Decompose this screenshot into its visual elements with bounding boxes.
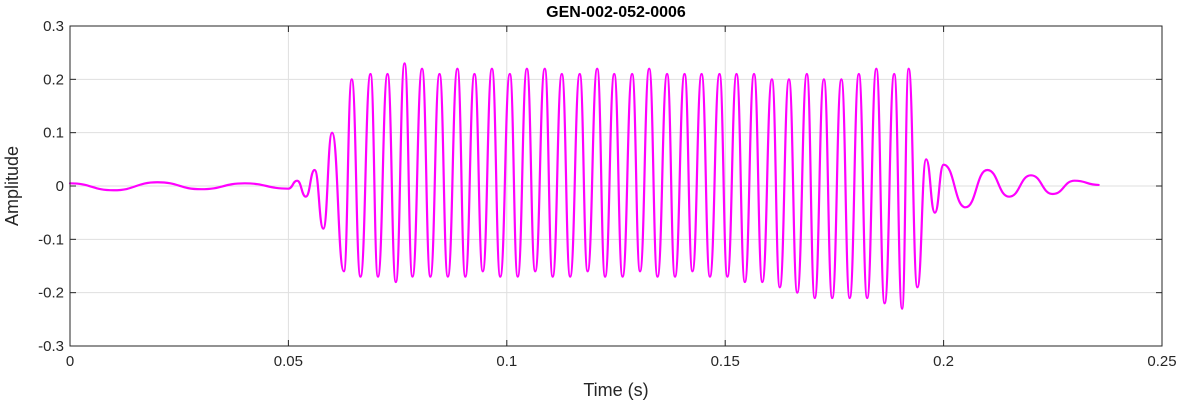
y-tick-label: 0.1 bbox=[43, 125, 64, 142]
x-tick-label: 0.25 bbox=[1147, 353, 1176, 370]
x-tick-label: 0.1 bbox=[496, 353, 517, 370]
series-layer bbox=[68, 62, 1100, 310]
y-tick-label: -0.3 bbox=[38, 338, 64, 355]
y-axis-label: Amplitude bbox=[2, 146, 22, 226]
x-tick-label: 0.15 bbox=[711, 353, 740, 370]
x-tick-label: 0.05 bbox=[274, 353, 303, 370]
waveform-series-line bbox=[68, 62, 1100, 310]
x-tick-label: 0.2 bbox=[933, 353, 954, 370]
y-tick-label: 0 bbox=[56, 178, 64, 195]
y-tick-label: -0.2 bbox=[38, 285, 64, 302]
chart-title: GEN-002-052-0006 bbox=[546, 4, 686, 21]
y-tick-label: 0.3 bbox=[43, 18, 64, 35]
ticks: 0 0.05 0.1 0.15 0.2 0.25 -0.3 -0.2 -0.1 0 0.1 0.2 0.… bbox=[38, 18, 1176, 370]
y-tick-label: -0.1 bbox=[38, 231, 64, 248]
y-tick-label: 0.2 bbox=[43, 71, 64, 88]
x-axis-label: Time (s) bbox=[583, 380, 648, 400]
x-tick-label: 0 bbox=[66, 353, 74, 370]
